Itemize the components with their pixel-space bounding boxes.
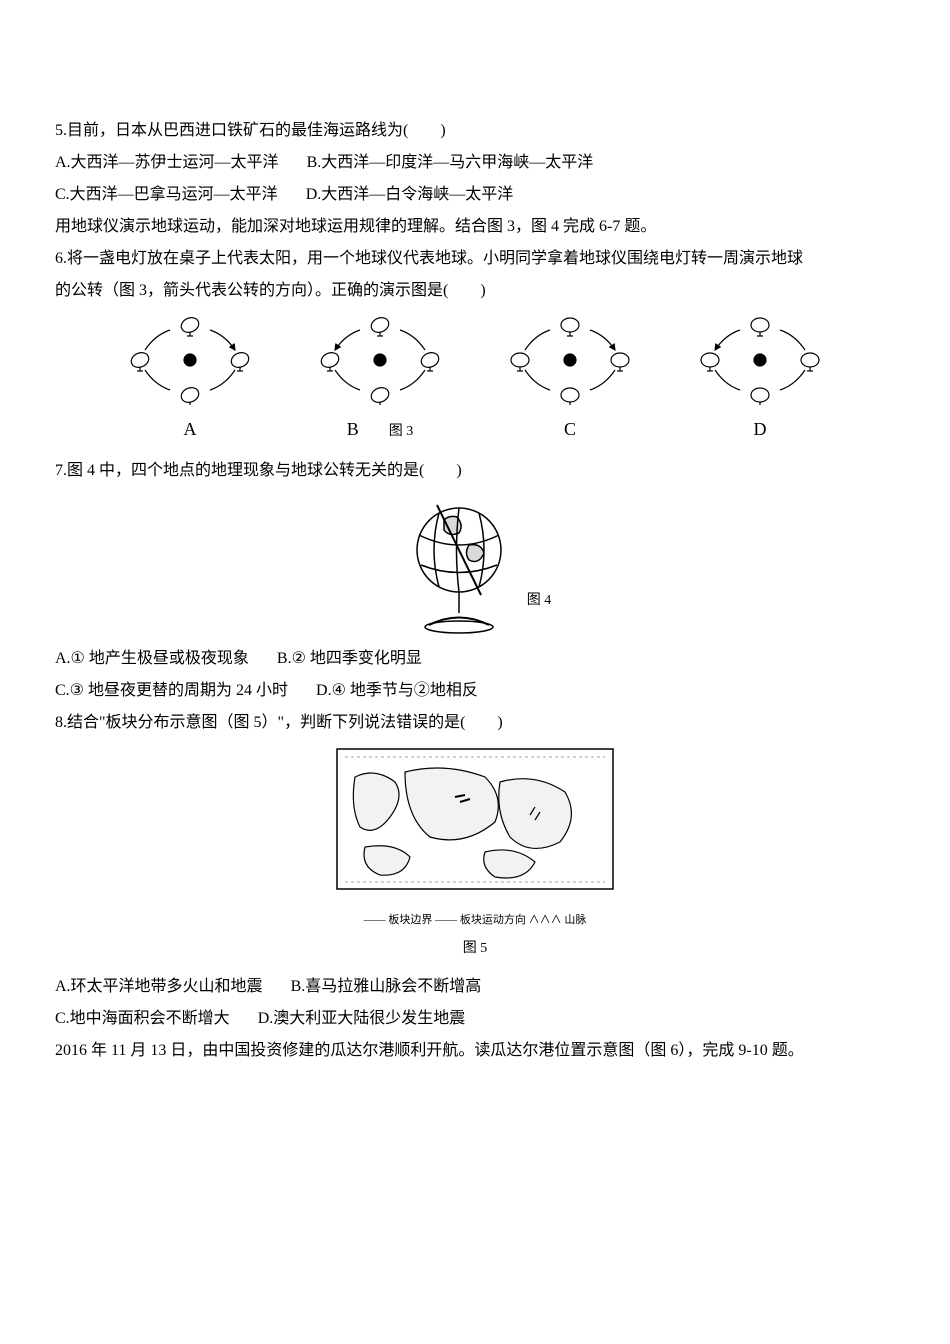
q5-options-row2: C.大西洋—巴拿马运河—太平洋 D.大西洋—白令海峡—太平洋 <box>55 179 895 211</box>
q5-optD: D.大西洋—白令海峡—太平洋 <box>306 186 514 203</box>
figure-4: 图 4 <box>55 495 895 635</box>
q7-stem: 7.图 4 中，四个地点的地理现象与地球公转无关的是( ) <box>55 455 895 487</box>
q5-optB: B.大西洋—印度洋—马六甲海峡—太平洋 <box>307 154 594 171</box>
q5-options-row1: A.大西洋—苏伊士运河—太平洋 B.大西洋—印度洋—马六甲海峡—太平洋 <box>55 147 895 179</box>
fig3-svgA <box>115 315 265 405</box>
fig3-labelC: C <box>564 411 576 447</box>
intro-910: 2016 年 11 月 13 日，由中国投资修建的瓜达尔港顺利开航。读瓜达尔港位… <box>55 1035 895 1067</box>
q8-options-row2: C.地中海面积会不断增大 D.澳大利亚大陆很少发生地震 <box>55 1003 895 1035</box>
q7-options-row1: A.① 地产生极昼或极夜现象 B.② 地四季变化明显 <box>55 643 895 675</box>
fig3-groupC: C <box>495 315 645 447</box>
q7-optC: C.③ 地昼夜更替的周期为 24 小时 <box>55 682 288 699</box>
fig3-labelA: A <box>184 411 197 447</box>
fig5-legend: —— 板块边界 —— 板块运动方向 ∧∧∧ 山脉 <box>364 909 587 931</box>
fig4-caption: 图 4 <box>527 587 552 615</box>
q7-optB: B.② 地四季变化明显 <box>277 650 422 667</box>
q7-options-row2: C.③ 地昼夜更替的周期为 24 小时 D.④ 地季节与②地相反 <box>55 675 895 707</box>
fig3-groupD: D <box>685 315 835 447</box>
q6-stem1: 6.将一盏电灯放在桌子上代表太阳，用一个地球仪代表地球。小明同学拿着地球仪围绕电… <box>55 243 895 275</box>
fig3-labelD: D <box>754 411 767 447</box>
fig3-labelB: B <box>347 411 359 447</box>
q5-optA: A.大西洋—苏伊士运河—太平洋 <box>55 154 279 171</box>
q8-stem: 8.结合"板块分布示意图（图 5）"，判断下列说法错误的是( ) <box>55 707 895 739</box>
fig3-svgC <box>495 315 645 405</box>
q7-optA: A.① 地产生极昼或极夜现象 <box>55 650 249 667</box>
fig5-caption: 图 5 <box>463 935 488 963</box>
q8-optB: B.喜马拉雅山脉会不断增高 <box>291 978 482 995</box>
intro-67: 用地球仪演示地球运动，能加深对地球运用规律的理解。结合图 3，图 4 完成 6-… <box>55 211 895 243</box>
fig3-svgD <box>685 315 835 405</box>
q8-options-row1: A.环太平洋地带多火山和地震 B.喜马拉雅山脉会不断增高 <box>55 971 895 1003</box>
fig4-svg <box>399 495 519 635</box>
figure-5: —— 板块边界 —— 板块运动方向 ∧∧∧ 山脉 图 5 <box>55 747 895 963</box>
q8-optC: C.地中海面积会不断增大 <box>55 1010 230 1027</box>
q8-optD: D.澳大利亚大陆很少发生地震 <box>258 1010 466 1027</box>
q5-optC: C.大西洋—巴拿马运河—太平洋 <box>55 186 278 203</box>
fig5-svg <box>335 747 615 907</box>
fig3-groupB: B 图 3 <box>305 315 455 447</box>
q5-stem: 5.目前，日本从巴西进口铁矿石的最佳海运路线为( ) <box>55 115 895 147</box>
fig3-groupA: A <box>115 315 265 447</box>
q7-optD: D.④ 地季节与②地相反 <box>316 682 478 699</box>
q6-stem2: 的公转（图 3，箭头代表公转的方向）。正确的演示图是( ) <box>55 275 895 307</box>
q8-optA: A.环太平洋地带多火山和地震 <box>55 978 263 995</box>
fig3-svgB <box>305 315 455 405</box>
fig3-caption: 图 3 <box>389 418 414 446</box>
figure-3: A B 图 3 <box>55 315 895 447</box>
